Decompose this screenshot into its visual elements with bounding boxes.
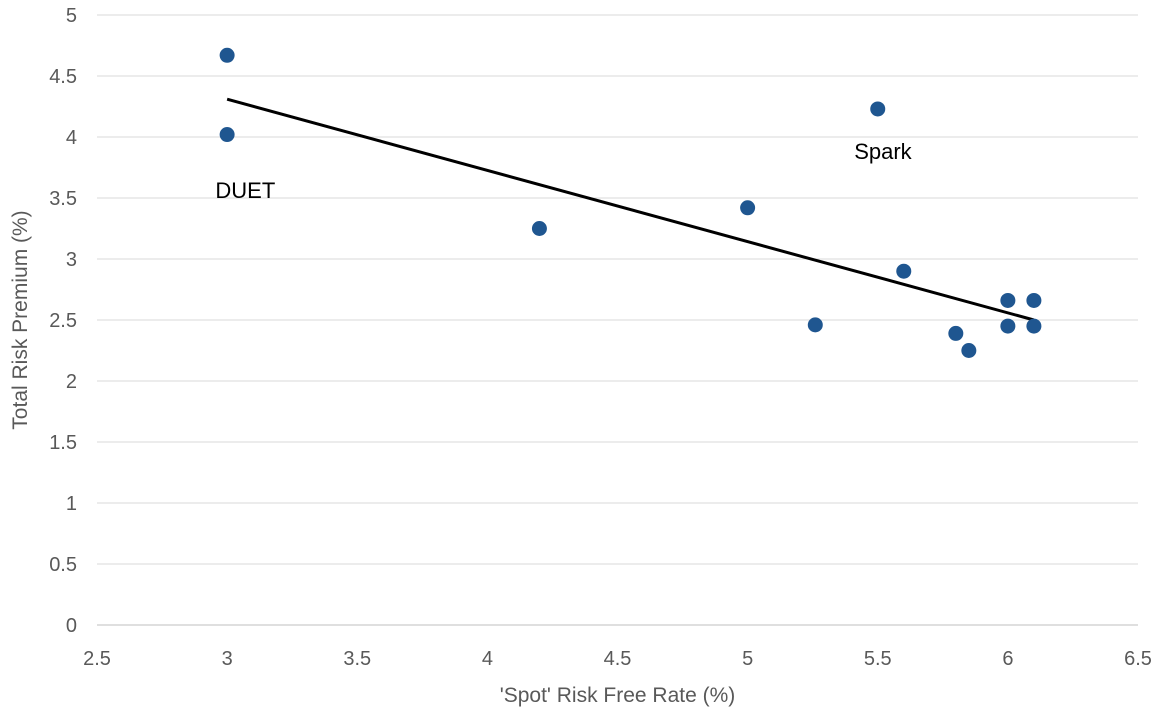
gridlines [97, 14, 1138, 626]
x-tick-label: 3.5 [343, 648, 371, 670]
trendline [226, 97, 1035, 322]
data-point [896, 263, 912, 279]
x-tick-label: 4 [482, 648, 493, 670]
data-point [1000, 318, 1016, 334]
x-tick-label: 6 [1002, 648, 1013, 670]
data-point [948, 325, 964, 341]
data-point [219, 127, 235, 143]
data-point [740, 200, 756, 216]
y-tick-label: 1 [66, 493, 77, 515]
y-tick-label: 0 [66, 615, 77, 637]
data-point [807, 317, 823, 333]
x-tick-label: 4.5 [604, 648, 632, 670]
y-axis-tick-labels: 0 0.5 1 1.5 2 2.5 3 3.5 4 4.5 5 [49, 5, 77, 637]
data-point [1000, 292, 1016, 308]
y-tick-label: 2 [66, 371, 77, 393]
data-points [219, 47, 1042, 358]
y-tick-label: 4.5 [49, 66, 77, 88]
y-tick-label: 5 [66, 5, 77, 27]
y-tick-label: 3 [66, 249, 77, 271]
y-tick-label: 1.5 [49, 432, 77, 454]
data-point [961, 343, 977, 358]
y-tick-label: 0.5 [49, 554, 77, 576]
data-point [1026, 318, 1042, 334]
x-tick-label: 5.5 [864, 648, 892, 670]
data-point [870, 101, 886, 117]
data-point [1026, 292, 1042, 308]
x-axis-title: 'Spot' Risk Free Rate (%) [500, 684, 736, 707]
y-axis-title: Total Risk Premium (%) [9, 210, 32, 429]
y-tick-label: 2.5 [49, 310, 77, 332]
x-tick-label: 3 [222, 648, 233, 670]
x-tick-label: 6.5 [1124, 648, 1152, 670]
trendline-group [226, 97, 1035, 322]
data-point [219, 47, 235, 63]
x-axis-tick-labels: 2.5 3 3.5 4 4.5 5 5.5 6 6.5 [83, 648, 1152, 670]
x-tick-label: 2.5 [83, 648, 111, 670]
y-tick-label: 3.5 [49, 188, 77, 210]
annotation-label: Spark [854, 139, 912, 164]
data-point [531, 221, 547, 236]
annotation-label: DUET [215, 178, 275, 203]
annotations: DUET Spark [215, 139, 912, 203]
y-tick-label: 4 [66, 127, 77, 149]
x-tick-label: 5 [742, 648, 753, 670]
